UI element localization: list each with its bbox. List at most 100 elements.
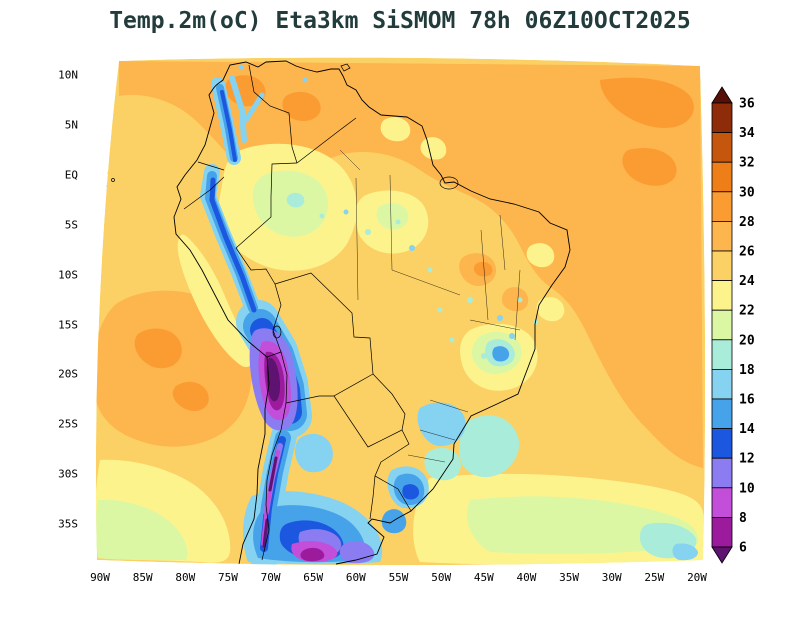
se-coast-cool (459, 415, 520, 478)
map-shape (209, 177, 257, 313)
colorbar-segment (711, 368, 733, 400)
colorbar-cap-bottom (711, 546, 733, 564)
colorbar: 36 34 32 30 28 26 24 22 20 18 16 14 12 10 8 6 (711, 86, 755, 564)
map-shape (481, 353, 487, 359)
map-shape (449, 337, 455, 343)
map-shape (600, 77, 694, 128)
map-shape (672, 543, 698, 561)
coastline-east (212, 60, 571, 565)
colorbar-segment (711, 132, 733, 163)
map-shape (514, 269, 521, 341)
map-shape (492, 346, 510, 362)
map-shape (300, 547, 325, 562)
temperature-field (95, 57, 706, 566)
colorbar-label: 20 (739, 333, 755, 348)
map-shape (497, 315, 503, 321)
colorbar-segment (711, 191, 733, 222)
map-shape (280, 351, 288, 404)
colorbar-segment (711, 220, 733, 252)
map-shape (296, 117, 357, 164)
colorbar-label: 8 (739, 511, 747, 526)
map-shape (172, 381, 209, 412)
map-shape (235, 162, 298, 285)
cool-speckles (238, 64, 539, 359)
map-shape (437, 307, 443, 313)
geography (103, 60, 571, 565)
map-shape (420, 137, 447, 160)
map-shape (183, 176, 225, 210)
map-shape (274, 272, 374, 375)
map-shape (540, 229, 562, 250)
trinidad-island (340, 63, 351, 72)
sierras-cordoba-cool (295, 433, 333, 473)
state-borders (339, 149, 521, 463)
colorbar-label: 32 (739, 156, 755, 171)
map-shape (419, 429, 456, 441)
map-shape (427, 267, 433, 273)
colorbar-segment (711, 250, 733, 282)
map-shape (467, 297, 473, 303)
map-shape (365, 229, 371, 235)
map-shape (391, 269, 461, 296)
map-shape (285, 395, 334, 404)
map-shape (480, 229, 489, 321)
marajo-island (439, 176, 459, 190)
colorbar-segment (711, 457, 733, 489)
colorbar-label: 16 (739, 393, 755, 408)
colorbar-segment (711, 398, 733, 430)
map-shape (268, 456, 278, 492)
map-shape (536, 297, 565, 322)
colorbar-label: 26 (739, 245, 755, 260)
colorbar-label: 14 (739, 422, 755, 437)
map-shape (197, 161, 225, 171)
colorbar-label: 18 (739, 363, 755, 378)
andes-cordillera-east (229, 75, 247, 143)
map-shape (248, 64, 298, 164)
map-shape (409, 245, 415, 251)
map-shape (417, 402, 466, 446)
map-shape (220, 90, 237, 162)
merida-andes (243, 92, 265, 123)
map-shape (526, 243, 555, 268)
map-shape (402, 484, 420, 500)
map-shape (134, 328, 182, 369)
colorbar-segment (711, 517, 733, 548)
colorbar-segment (711, 428, 733, 459)
colorbar-label: 34 (739, 126, 755, 141)
map-shape (501, 287, 529, 312)
andes-ridge-coldest (266, 357, 281, 402)
colorbar-label: 6 (739, 541, 747, 556)
colorbar-label: 28 (739, 215, 755, 230)
map-shape (238, 64, 244, 70)
map-shape (517, 297, 523, 303)
coastline-west (173, 88, 270, 565)
map-shape (622, 147, 677, 186)
colorbar-label: 22 (739, 304, 755, 319)
map-shape (499, 214, 506, 271)
map-shape (319, 213, 325, 219)
colorbar-segment (711, 161, 733, 193)
map-shape (339, 149, 361, 171)
colorbar-segment (711, 102, 733, 134)
map-shape (282, 91, 321, 122)
map-shape (473, 261, 493, 277)
map-shape (95, 499, 188, 560)
galapagos-islands (111, 178, 115, 182)
colorbar-label: 10 (739, 481, 755, 496)
map-shape (424, 447, 461, 481)
colorbar-segment (711, 339, 733, 370)
galapagos-islands (103, 184, 107, 188)
map-shape (429, 399, 469, 413)
map-shape (389, 174, 393, 271)
map-shape (302, 77, 308, 83)
colorbar-label: 12 (739, 452, 755, 467)
map-shape (343, 209, 349, 215)
map-shape (380, 117, 411, 142)
peru-coastal-strip (177, 234, 254, 368)
map-shape (262, 518, 269, 548)
map-shape (407, 454, 446, 463)
map-shape (509, 333, 515, 339)
map-shape (355, 177, 359, 301)
